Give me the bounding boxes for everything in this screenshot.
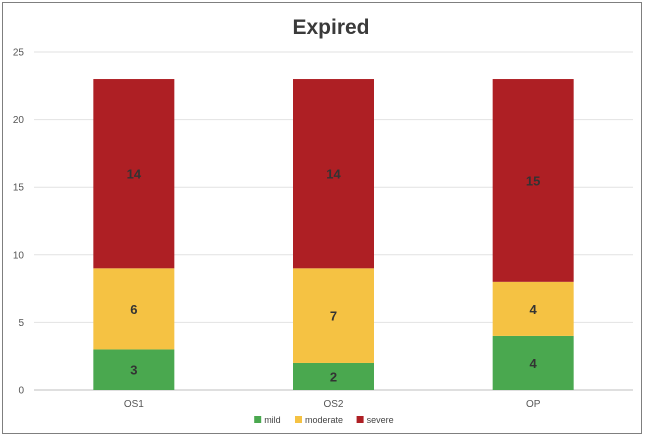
y-tick-label: 20 [13, 115, 25, 126]
bar-moderate [293, 268, 374, 363]
legend-label-moderate: moderate [305, 415, 343, 425]
data-label-mild: 2 [330, 369, 337, 384]
y-tick-label: 25 [13, 48, 25, 59]
y-tick-label: 15 [13, 183, 25, 194]
data-label-moderate: 7 [330, 309, 337, 324]
x-tick-label: OS1 [124, 399, 144, 410]
bar-severe [93, 79, 175, 269]
bar-mild [293, 362, 374, 390]
x-tick-label: OS2 [323, 399, 343, 410]
data-label-moderate: 6 [130, 302, 137, 317]
y-tick-label: 0 [18, 386, 24, 397]
bars [93, 79, 574, 390]
x-axis-ticks: OS1 OS2 OP [124, 399, 541, 410]
legend-label-mild: mild [264, 415, 281, 425]
data-label-severe: 14 [326, 167, 341, 182]
legend-swatch-mild [254, 416, 262, 423]
data-label-mild: 3 [130, 363, 137, 378]
bar-severe [492, 79, 574, 282]
data-label-mild: 4 [530, 356, 538, 371]
data-labels: 3 6 14 2 7 14 4 4 15 [127, 167, 541, 385]
bar-severe [293, 79, 374, 269]
x-tick-label: OP [526, 399, 541, 410]
legend: mild moderate severe [254, 415, 394, 425]
data-label-moderate: 4 [530, 302, 538, 317]
bar-moderate [93, 268, 175, 350]
y-tick-label: 5 [18, 318, 24, 329]
legend-label-severe: severe [367, 415, 394, 425]
data-label-severe: 14 [127, 167, 142, 182]
data-label-severe: 15 [526, 173, 540, 188]
y-axis-ticks: 0 5 10 15 20 25 [13, 48, 25, 397]
legend-swatch-moderate [295, 416, 302, 423]
bar-mild [492, 335, 574, 390]
chart-title: Expired [292, 16, 369, 39]
bar-mild [93, 349, 175, 390]
bar-moderate [492, 281, 574, 336]
legend-swatch-severe [356, 416, 364, 423]
y-tick-label: 10 [13, 250, 25, 261]
